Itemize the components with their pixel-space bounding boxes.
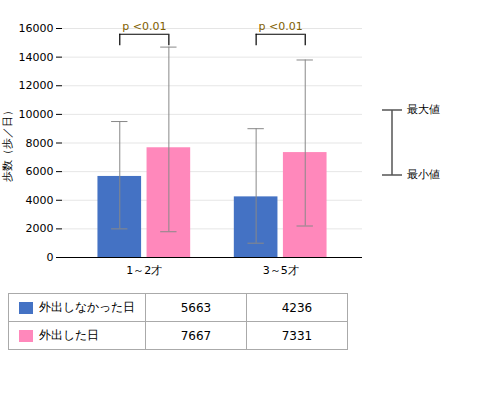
svg-text:14000: 14000 xyxy=(19,51,54,64)
html-text:4236: 4236 xyxy=(281,300,313,315)
svg-text:4000: 4000 xyxy=(26,194,54,207)
svg-text:歩数（歩／日）: 歩数（歩／日） xyxy=(1,105,14,182)
svg-text:1～2才: 1～2才 xyxy=(126,264,162,277)
svg-text:0: 0 xyxy=(47,251,54,264)
svg-text:p <0.01: p <0.01 xyxy=(259,20,303,33)
html-text:7667: 7667 xyxy=(180,328,212,343)
svg-text:8000: 8000 xyxy=(26,137,54,150)
html-text:7331: 7331 xyxy=(281,328,313,343)
html-text:外出した日: 外出した日 xyxy=(39,328,99,342)
svg-text:12000: 12000 xyxy=(19,79,54,92)
svg-text:最大値: 最大値 xyxy=(407,103,440,116)
svg-text:16000: 16000 xyxy=(19,22,54,35)
html-text:5663: 5663 xyxy=(180,300,212,315)
svg-text:p <0.01: p <0.01 xyxy=(122,20,166,33)
svg-text:10000: 10000 xyxy=(19,108,54,121)
svg-text:6000: 6000 xyxy=(26,165,54,178)
svg-text:最小値: 最小値 xyxy=(407,168,440,181)
html-text:外出しなかった日: 外出しなかった日 xyxy=(39,300,135,314)
svg-text:2000: 2000 xyxy=(26,222,54,235)
svg-text:3～5才: 3～5才 xyxy=(263,264,299,277)
